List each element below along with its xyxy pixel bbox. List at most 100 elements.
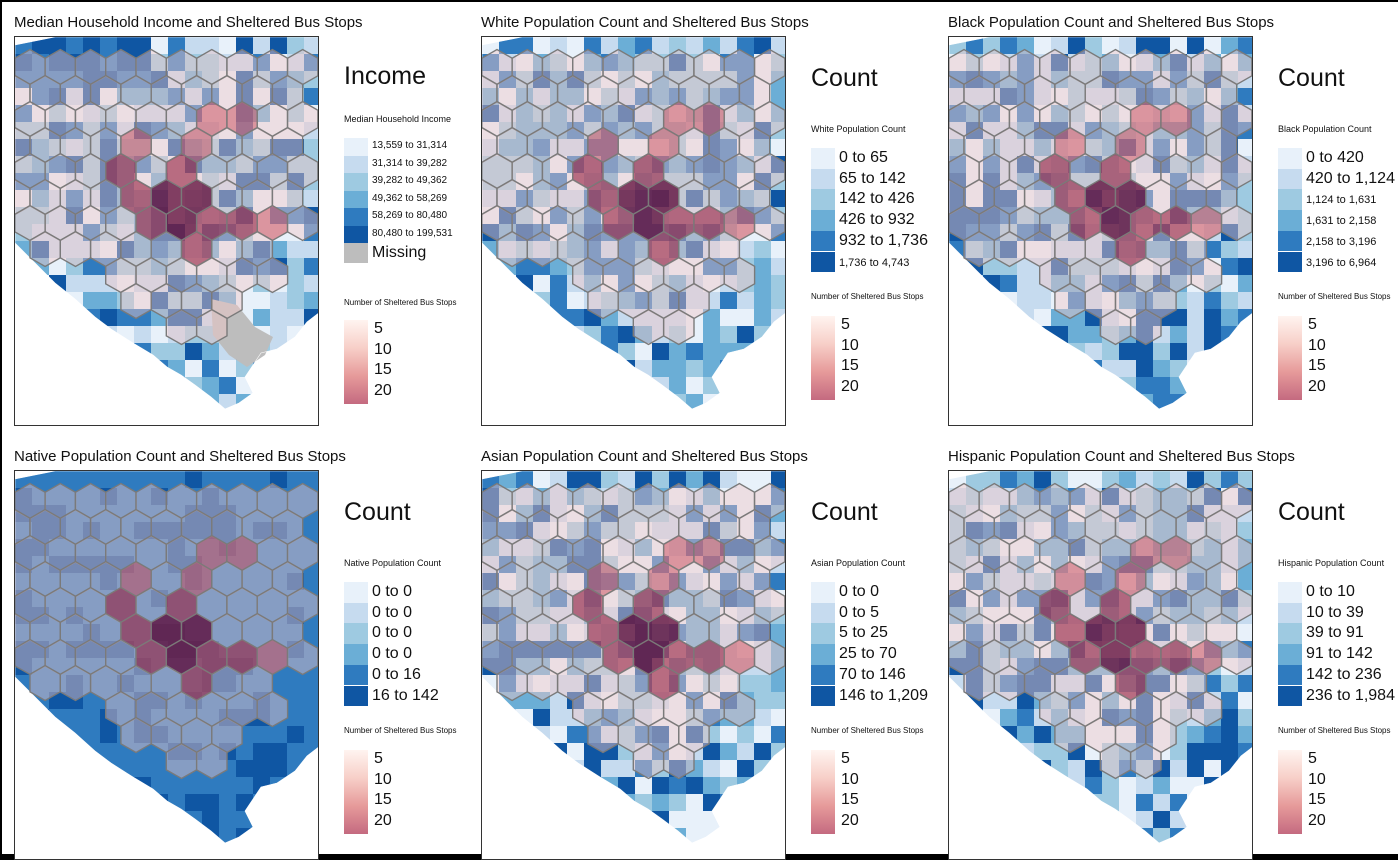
tract-polygon <box>100 292 118 310</box>
tract-polygon <box>966 573 984 591</box>
tract-polygon <box>287 326 305 344</box>
tract-polygon <box>983 794 1001 812</box>
tract-polygon <box>771 241 785 259</box>
tract-polygon <box>584 777 602 795</box>
tract-polygon <box>737 88 755 106</box>
tract-polygon <box>635 488 653 506</box>
tract-polygon <box>32 360 50 378</box>
tract-polygon <box>151 258 169 276</box>
tract-polygon <box>134 241 152 259</box>
tract-polygon <box>1051 360 1069 378</box>
tract-polygon <box>601 241 619 259</box>
legend-class: 2,158 to 3,196 <box>1278 230 1398 252</box>
tract-polygon <box>151 377 169 395</box>
tract-polygon <box>134 488 152 506</box>
tract-polygon <box>516 326 534 344</box>
tract-polygon <box>1153 71 1171 89</box>
tract-polygon <box>83 54 101 72</box>
map-legend: Income Median Household Income 13,559 to 3… <box>344 36 474 426</box>
tract-polygon <box>1204 190 1222 208</box>
tract-polygon <box>771 522 785 540</box>
tract-polygon <box>1068 794 1086 812</box>
tract-polygon <box>1221 522 1239 540</box>
bus-stop-hexbins <box>482 48 785 346</box>
tract-polygon <box>1238 207 1252 225</box>
tract-polygon <box>151 845 169 860</box>
legend-class: 80,480 to 199,531 <box>344 225 484 243</box>
tract-polygon <box>703 292 721 310</box>
tract-polygon <box>1119 411 1137 426</box>
tract-polygon <box>1136 343 1154 361</box>
tract-polygon <box>236 743 254 761</box>
bus-legend-label: 15 <box>841 791 859 808</box>
tract-polygon <box>202 726 220 744</box>
tract-polygon <box>304 292 318 310</box>
tract-polygon <box>1238 539 1252 557</box>
tract-polygon <box>983 590 1001 608</box>
tract-polygon <box>754 573 772 591</box>
tract-polygon <box>219 573 237 591</box>
tract-polygon <box>1034 522 1052 540</box>
tract-polygon <box>703 377 721 395</box>
tract-polygon <box>737 292 755 310</box>
tract-polygon <box>1170 326 1188 344</box>
tract-polygon <box>949 394 967 409</box>
tract-polygon <box>754 726 772 744</box>
tract-polygon <box>686 760 704 778</box>
tract-polygon <box>151 811 169 829</box>
tract-polygon <box>32 811 50 829</box>
bus-legend-label: 10 <box>1308 336 1326 354</box>
tract-polygon <box>1051 709 1069 727</box>
tract-polygon <box>533 505 551 523</box>
tract-polygon <box>966 794 984 812</box>
tract-polygon <box>1000 845 1018 860</box>
tract-polygon <box>482 88 500 106</box>
tract-polygon <box>270 845 288 860</box>
tract-polygon <box>601 275 619 293</box>
tract-polygon <box>482 71 500 89</box>
tract-polygon <box>1017 726 1035 744</box>
tract-polygon <box>32 828 50 843</box>
tract-polygon <box>754 88 772 106</box>
tract-polygon <box>1034 411 1052 426</box>
tract-polygon <box>270 275 288 293</box>
tract-polygon <box>1238 343 1252 361</box>
tract-polygon <box>686 360 704 378</box>
legend-class-label: 932 to 1,736 <box>839 231 928 249</box>
legend-swatch <box>811 685 835 707</box>
tract-polygon <box>1119 71 1137 89</box>
tract-polygon <box>1119 54 1137 72</box>
tract-polygon <box>533 275 551 293</box>
tract-polygon <box>270 394 288 409</box>
tract-polygon <box>151 675 169 693</box>
tract-polygon <box>1204 811 1222 829</box>
tract-polygon <box>1017 360 1035 378</box>
tract-polygon <box>253 190 271 208</box>
tract-polygon <box>117 828 135 843</box>
tract-polygon <box>253 292 271 310</box>
tract-polygon <box>1051 777 1069 795</box>
tract-polygon <box>550 207 568 225</box>
tract-polygon <box>1034 326 1052 344</box>
tract-polygon <box>601 743 619 761</box>
tract-polygon <box>304 845 319 860</box>
tract-polygon <box>253 573 271 591</box>
tract-polygon <box>66 760 84 778</box>
tract-polygon <box>737 845 755 860</box>
tract-polygon <box>669 726 687 744</box>
tract-polygon <box>516 590 534 608</box>
tract-polygon <box>83 760 101 778</box>
tract-polygon <box>49 658 67 676</box>
tract-polygon <box>550 709 568 727</box>
tract-polygon <box>1068 309 1086 327</box>
tract-polygon <box>1034 122 1052 140</box>
tract-polygon <box>635 37 653 55</box>
tract-polygon <box>49 828 67 843</box>
legend-class: 91 to 142 <box>1278 644 1398 665</box>
tract-polygon <box>66 241 84 259</box>
tract-polygon <box>15 845 33 860</box>
map-legend: Count Hispanic Population Count 0 to 10 10 … <box>1278 470 1398 860</box>
tract-polygon <box>618 292 636 310</box>
tract-polygon <box>1017 828 1035 843</box>
tract-polygon <box>516 845 534 860</box>
